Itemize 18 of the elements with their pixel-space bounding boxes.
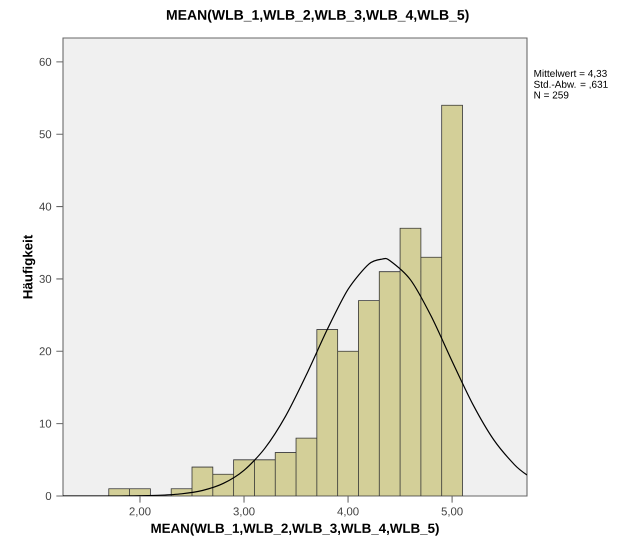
y-tick-label: 20: [40, 347, 52, 356]
y-tick-label: 50: [39, 130, 52, 138]
y-tick-label: 10: [40, 420, 52, 428]
x-tick-label: 4,00: [337, 507, 359, 517]
text: Std.-Abw. = ,631: [534, 80, 608, 90]
y-tick-label: 0: [46, 492, 52, 500]
line-series: [63, 258, 527, 496]
y-tick-label: 60: [40, 58, 52, 66]
chart-title: MEAN(WLB_1,WLB_2,WLB_3,WLB_4,WLB_5): [166, 10, 469, 23]
x-tick-label: 2,00: [130, 507, 151, 517]
y-tick-label: 30: [39, 274, 52, 283]
x-tick-label: 3,00: [233, 507, 255, 517]
text: N = 259: [534, 91, 568, 99]
x-tick-label: 5,00: [442, 507, 463, 517]
text: Mittelwert = 4,33: [534, 70, 607, 78]
x-axis-title: MEAN(WLB_1,WLB_2,WLB_3,WLB_4,WLB_5): [151, 523, 439, 536]
y-axis-title: Häufigkeit: [22, 234, 36, 298]
y-tick-label: 40: [39, 202, 52, 211]
